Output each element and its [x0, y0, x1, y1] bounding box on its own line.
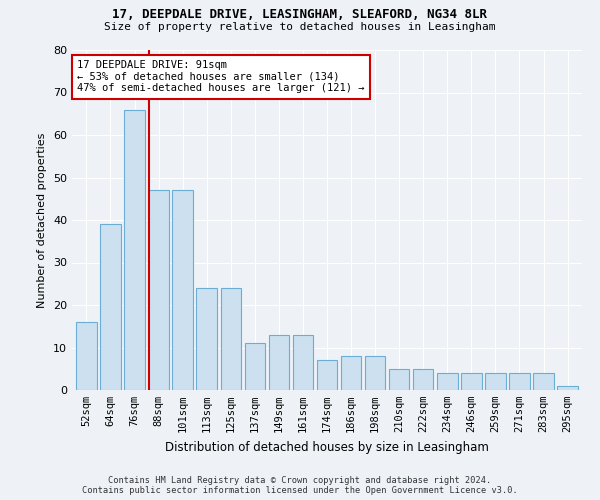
Bar	[437, 373, 458, 390]
Bar	[365, 356, 385, 390]
Bar	[413, 369, 433, 390]
Bar	[76, 322, 97, 390]
Bar	[148, 190, 169, 390]
Bar	[245, 343, 265, 390]
Bar	[293, 335, 313, 390]
Bar	[269, 335, 289, 390]
Bar	[485, 373, 506, 390]
Text: Contains HM Land Registry data © Crown copyright and database right 2024.
Contai: Contains HM Land Registry data © Crown c…	[82, 476, 518, 495]
Bar	[341, 356, 361, 390]
Text: 17, DEEPDALE DRIVE, LEASINGHAM, SLEAFORD, NG34 8LR: 17, DEEPDALE DRIVE, LEASINGHAM, SLEAFORD…	[113, 8, 487, 20]
Bar	[461, 373, 482, 390]
Bar	[124, 110, 145, 390]
Y-axis label: Number of detached properties: Number of detached properties	[37, 132, 47, 308]
Bar	[509, 373, 530, 390]
Bar	[100, 224, 121, 390]
Text: Size of property relative to detached houses in Leasingham: Size of property relative to detached ho…	[104, 22, 496, 32]
Text: 17 DEEPDALE DRIVE: 91sqm
← 53% of detached houses are smaller (134)
47% of semi-: 17 DEEPDALE DRIVE: 91sqm ← 53% of detach…	[77, 60, 365, 94]
Bar	[533, 373, 554, 390]
Bar	[221, 288, 241, 390]
Bar	[389, 369, 409, 390]
Bar	[557, 386, 578, 390]
Bar	[317, 360, 337, 390]
X-axis label: Distribution of detached houses by size in Leasingham: Distribution of detached houses by size …	[165, 440, 489, 454]
Bar	[172, 190, 193, 390]
Bar	[196, 288, 217, 390]
